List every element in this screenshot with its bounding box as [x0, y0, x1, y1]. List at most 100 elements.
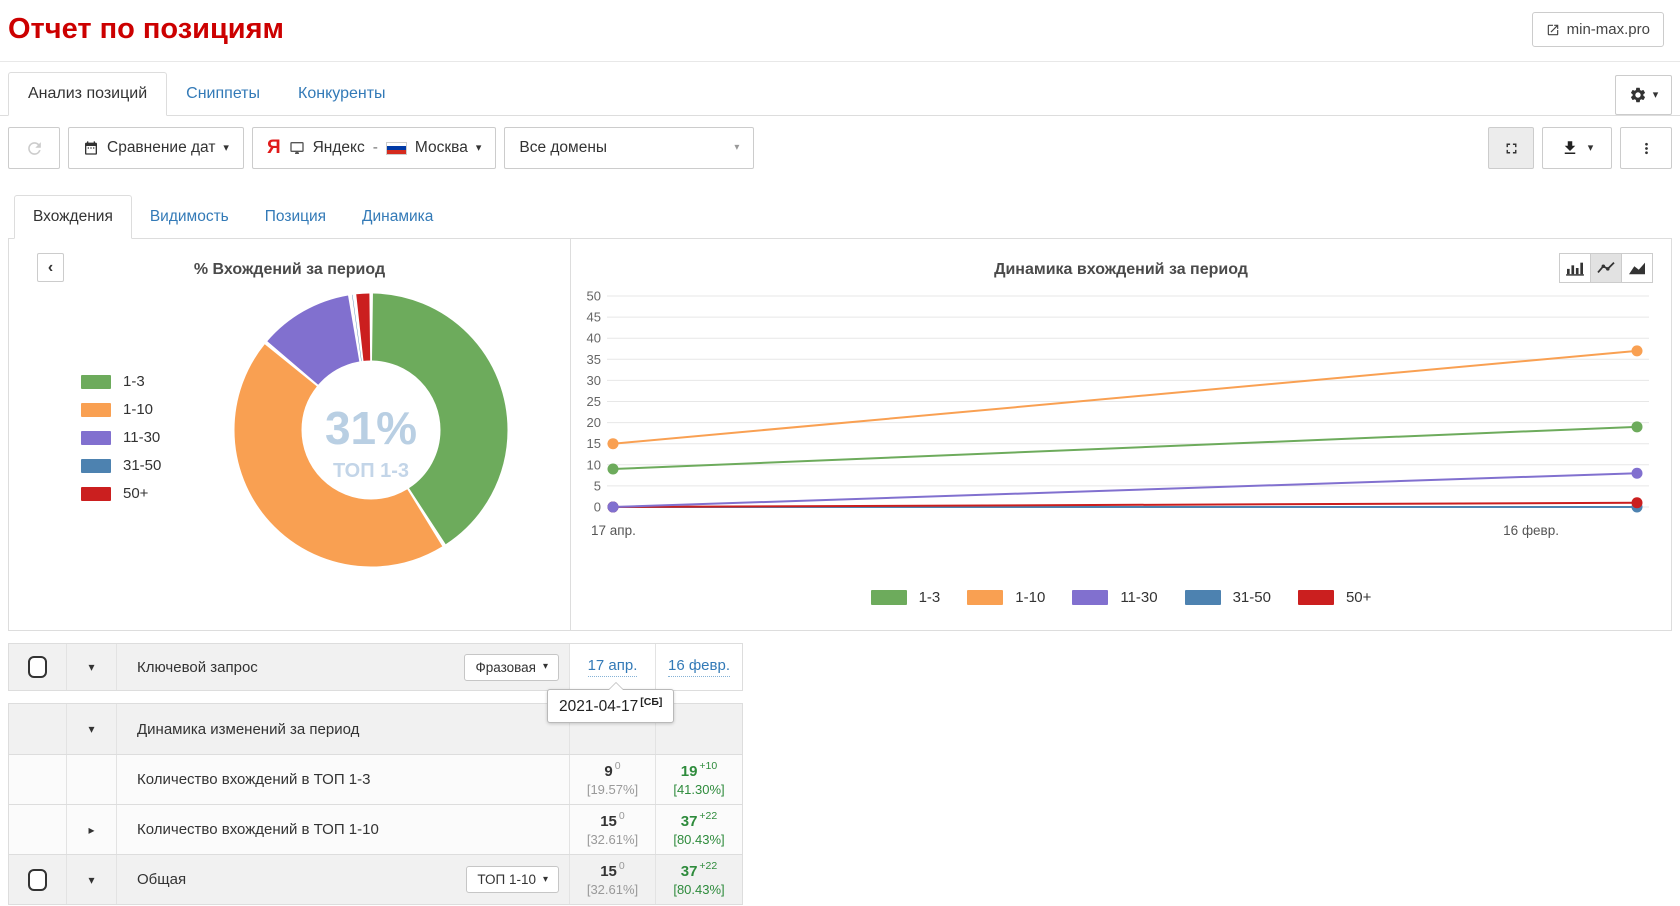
tab-snippets[interactable]: Сниппеты: [186, 85, 261, 102]
keyword-column-label: Ключевой запрос: [137, 658, 258, 676]
donut-segment-1-3: [234, 293, 508, 567]
data-point-11-30: [607, 501, 619, 513]
row-select-cell: [9, 755, 66, 804]
date-tooltip: 2021-04-17 [СБ]: [547, 681, 675, 724]
line-chart-icon: [1597, 260, 1615, 276]
domains-select[interactable]: Все домены ▾: [504, 127, 755, 169]
row-label-cell: Количество вхождений в ТОП 1-10: [116, 805, 569, 854]
data-point-1-10: [607, 438, 619, 450]
domain-link-button[interactable]: min-max.pro: [1531, 12, 1664, 47]
chart-tabs: Вхождения Видимость Позиция Динамика: [8, 195, 1672, 239]
y-tick-label: 40: [587, 331, 601, 346]
value-delta: 0: [618, 859, 625, 872]
caret-down-icon[interactable]: ▾: [66, 704, 116, 754]
charts-panel: ‹ % Вхождений за период 1-3 1-10 11-30 31-5…: [8, 239, 1672, 631]
main-tabs: Анализ позиций Сниппеты Конкуренты ▾: [0, 72, 1680, 116]
date-link-1[interactable]: 17 апр.: [587, 657, 638, 677]
legend-item: 1-3: [870, 589, 940, 606]
search-engine-button[interactable]: Я Яндекс - Москва ▾: [251, 127, 497, 169]
legend-label: 50+: [1345, 589, 1372, 606]
keyword-column-cell: Ключевой запрос Фразовая ▾: [116, 644, 569, 690]
donut-chart-title: % Вхождений за период: [193, 261, 386, 278]
donut-center-value: 31%: [325, 402, 417, 454]
value-number: 37: [680, 862, 698, 880]
value-cell: [569, 704, 655, 754]
top-filter-value: ТОП 1-10: [477, 872, 536, 887]
series-line-1-10: [612, 349, 1638, 445]
legend-item: 50+: [1297, 589, 1372, 606]
kebab-icon: [1638, 140, 1655, 157]
match-type-button[interactable]: Фразовая ▾: [464, 653, 559, 681]
subtab-entries[interactable]: Вхождения: [14, 195, 132, 239]
legend-swatch: [1297, 590, 1334, 605]
more-options-button[interactable]: [1620, 127, 1672, 169]
caret-down-icon[interactable]: ▾: [66, 644, 116, 690]
caret-right-icon[interactable]: ▸: [66, 805, 116, 854]
legend-label: 11-30: [123, 429, 161, 446]
fullscreen-button[interactable]: [1488, 127, 1534, 169]
select-all-checkbox[interactable]: [28, 656, 47, 678]
russia-flag-icon: [385, 141, 407, 155]
download-button[interactable]: ▾: [1542, 127, 1612, 169]
engine-region-separator: -: [372, 139, 378, 156]
data-point-11-30: [1631, 467, 1643, 479]
legend-item: 1-3: [81, 373, 161, 390]
row-label: Общая: [137, 871, 187, 888]
date-column-2: 16 февр.: [655, 644, 742, 690]
value-delta: 0: [618, 809, 625, 822]
value-percent: [32.61%]: [586, 832, 639, 848]
legend-item: 31-50: [1184, 589, 1271, 606]
caret-down-icon[interactable]: ▾: [66, 855, 116, 904]
compare-dates-button[interactable]: Сравнение дат ▾: [68, 127, 244, 169]
chart-type-bar-button[interactable]: [1559, 253, 1591, 283]
external-link-icon: [1546, 23, 1560, 37]
legend-swatch: [1184, 590, 1221, 605]
data-point-1-3: [1631, 421, 1643, 433]
row-checkbox[interactable]: [28, 868, 47, 891]
settings-button[interactable]: ▾: [1615, 75, 1672, 115]
compare-dates-label: Сравнение дат: [107, 139, 216, 156]
value-percent: [80.43%]: [673, 832, 725, 848]
subtab-visibility[interactable]: Видимость: [149, 208, 229, 225]
value-cell: 19 +10 [41.30%]: [655, 755, 742, 804]
data-point-50+: [1631, 497, 1643, 509]
value-number: 19: [680, 762, 698, 780]
value-percent: [19.57%]: [586, 782, 639, 798]
value-percent: [80.43%]: [673, 882, 725, 898]
chevron-left-icon: ‹: [47, 258, 54, 276]
legend-swatch: [81, 458, 111, 473]
data-point-1-10: [1631, 345, 1643, 357]
y-tick-label: 35: [587, 352, 601, 367]
table-body: ▾ Динамика изменений за период Количество …: [8, 703, 743, 905]
y-tick-label: 50: [587, 289, 601, 304]
legend-swatch: [81, 486, 111, 501]
subtab-position[interactable]: Позиция: [264, 208, 327, 225]
legend-swatch: [81, 374, 111, 389]
legend-swatch: [1072, 590, 1109, 605]
subtab-dynamics[interactable]: Динамика: [362, 208, 434, 225]
caret-down-icon: ▾: [1587, 141, 1594, 154]
table-row: Количество вхождений в ТОП 1-3 9 0 [19.57%]…: [9, 754, 742, 804]
toolbar-right-group: ▾: [1488, 127, 1672, 169]
row-label: Количество вхождений в ТОП 1-10: [137, 821, 379, 838]
chart-type-area-button[interactable]: [1621, 253, 1653, 283]
donut-center-label: ТОП 1-3: [333, 460, 409, 482]
fullscreen-icon: [1503, 140, 1520, 157]
tab-competitors[interactable]: Конкуренты: [298, 85, 386, 102]
tab-position-analysis[interactable]: Анализ позиций: [8, 72, 168, 116]
series-line-1-3: [612, 425, 1638, 471]
refresh-button[interactable]: [8, 127, 60, 169]
area-chart-icon: [1628, 260, 1646, 276]
caret-down-icon: ▾: [475, 141, 482, 154]
legend-swatch: [967, 590, 1004, 605]
line-chart-title: Динамика вхождений за период: [994, 261, 1248, 278]
donut-legend: 1-3 1-10 11-30 31-50 50+: [81, 373, 161, 502]
value-delta: +22: [699, 809, 718, 822]
date-link-2[interactable]: 16 февр.: [667, 657, 730, 677]
collapse-chart-button[interactable]: ‹: [37, 253, 64, 282]
donut-chart-pane: ‹ % Вхождений за период 1-3 1-10 11-30 31-5…: [9, 239, 571, 630]
chart-type-line-button[interactable]: [1590, 253, 1622, 283]
legend-item: 50+: [81, 485, 161, 502]
gear-icon: [1629, 86, 1647, 104]
top-filter-button[interactable]: ТОП 1-10 ▾: [466, 866, 559, 893]
